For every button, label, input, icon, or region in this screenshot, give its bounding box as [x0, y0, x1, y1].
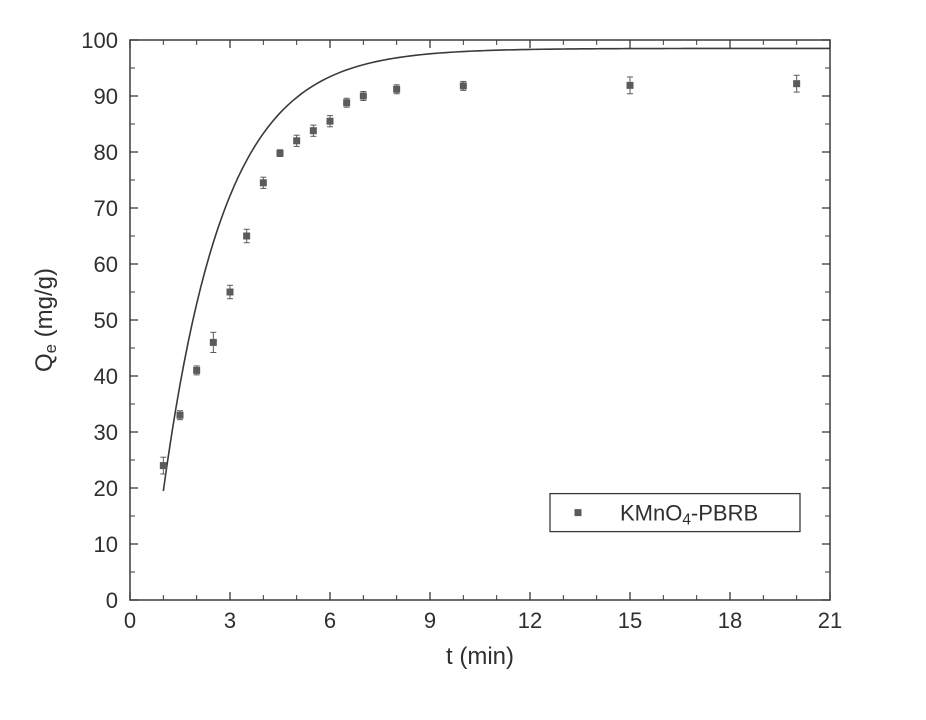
data-point: [260, 179, 267, 186]
data-point: [227, 289, 234, 296]
data-point: [293, 137, 300, 144]
data-point: [793, 80, 800, 87]
xtick-label: 9: [424, 608, 436, 633]
legend-marker-icon: [575, 509, 582, 516]
chart-background: [0, 0, 926, 720]
ytick-label: 70: [94, 196, 118, 221]
data-point: [343, 99, 350, 106]
data-point: [393, 86, 400, 93]
ytick-label: 40: [94, 364, 118, 389]
y-axis-label: Qe (mg/g): [31, 268, 60, 372]
chart-container: 0 3 6 9 12 15 18 21 0 10 20 30 40 50 60 70 80 90 100 t (min…: [0, 0, 926, 720]
x-axis-label: t (min): [446, 643, 514, 670]
xtick-label: 15: [618, 608, 642, 633]
xtick-label: 6: [324, 608, 336, 633]
ytick-label: 80: [94, 140, 118, 165]
ytick-label: 30: [94, 420, 118, 445]
ytick-label: 20: [94, 476, 118, 501]
data-point: [210, 339, 217, 346]
ytick-label: 90: [94, 84, 118, 109]
y-axis-label-group: Qe (mg/g): [31, 268, 60, 372]
ytick-label: 0: [106, 588, 118, 613]
xtick-label: 3: [224, 608, 236, 633]
xtick-label: 18: [718, 608, 742, 633]
data-point: [243, 233, 250, 240]
data-point: [360, 93, 367, 100]
ytick-label: 10: [94, 532, 118, 557]
ytick-label: 50: [94, 308, 118, 333]
data-point: [627, 82, 634, 89]
data-point: [160, 462, 167, 469]
data-point: [327, 118, 334, 125]
ytick-label: 60: [94, 252, 118, 277]
data-point: [177, 412, 184, 419]
data-point: [460, 82, 467, 89]
xtick-label: 0: [124, 608, 136, 633]
chart-svg: 0 3 6 9 12 15 18 21 0 10 20 30 40 50 60 70 80 90 100 t (min…: [0, 0, 926, 720]
xtick-label: 12: [518, 608, 542, 633]
data-point: [277, 150, 284, 157]
data-point: [193, 367, 200, 374]
xtick-label: 21: [818, 608, 842, 633]
ytick-label: 100: [81, 28, 118, 53]
data-point: [310, 127, 317, 134]
